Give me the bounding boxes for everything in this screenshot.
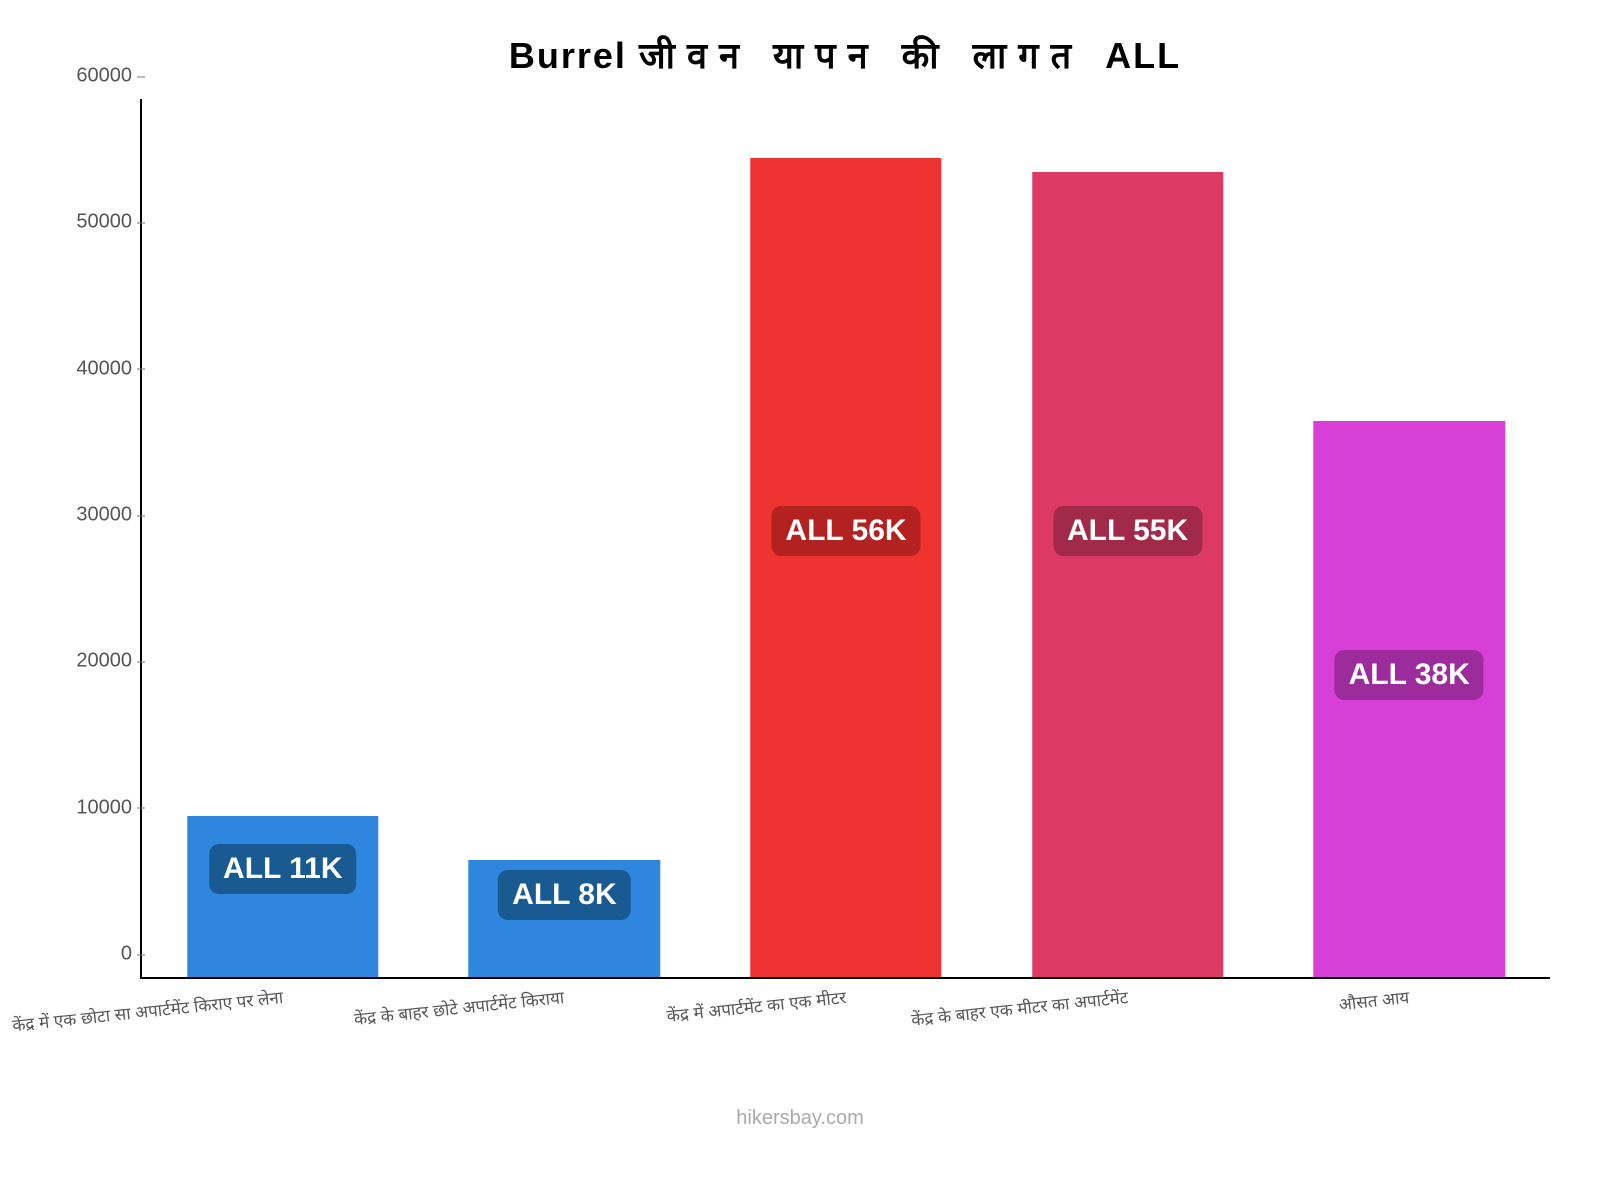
bar-band: ALL 11Kकेंद्र में एक छोटा सा अपार्टमेंट …: [142, 99, 424, 977]
y-tick: 40000: [57, 357, 132, 380]
x-label: केंद्र के बाहर एक मीटर का अपार्टमेंट: [910, 985, 1129, 1031]
bar-band: ALL 55Kकेंद्र के बाहर एक मीटर का अपार्टम…: [987, 99, 1269, 977]
title-part-2: जीवन यापन की लागत: [639, 35, 1105, 76]
y-tick: 30000: [57, 504, 132, 527]
y-tick: 10000: [57, 796, 132, 819]
bar-band: ALL 56Kकेंद्र में अपार्टमेंट का एक मीटर: [705, 99, 987, 977]
plot-area: 0100002000030000400005000060000ALL 11Kके…: [140, 99, 1550, 979]
bar-band: ALL 38Kऔसत आय: [1268, 99, 1550, 977]
title-part-3: ALL: [1105, 35, 1181, 76]
y-tick: 60000: [57, 65, 132, 88]
title-part-1: Burrel: [509, 35, 639, 76]
footer-credit: hikersbay.com: [736, 1107, 863, 1130]
bar: [187, 816, 378, 977]
bar-band: ALL 8Kकेंद्र के बाहर छोटे अपार्टमेंट किर…: [424, 99, 706, 977]
x-label: औसत आय: [1338, 985, 1411, 1015]
y-tick: 50000: [57, 211, 132, 234]
x-label: केंद्र के बाहर छोटे अपार्टमेंट किराया: [353, 985, 565, 1030]
x-label: केंद्र में एक छोटा सा अपार्टमेंट किराए प…: [11, 985, 284, 1036]
value-label: ALL 38K: [1335, 650, 1484, 700]
y-tick: 0: [57, 943, 132, 966]
chart-title: Burrel जीवन यापन की लागत ALL: [140, 30, 1550, 79]
value-label: ALL 8K: [498, 870, 630, 920]
x-label: केंद्र में अपार्टमेंट का एक मीटर: [666, 985, 848, 1027]
bar: [1032, 172, 1223, 977]
value-label: ALL 56K: [771, 506, 920, 556]
bar: [750, 158, 941, 977]
y-tick: 20000: [57, 650, 132, 673]
chart-container: Burrel जीवन यापन की लागत ALL 01000020000…: [0, 0, 1600, 1200]
value-label: ALL 11K: [209, 844, 357, 894]
value-label: ALL 55K: [1053, 506, 1202, 556]
